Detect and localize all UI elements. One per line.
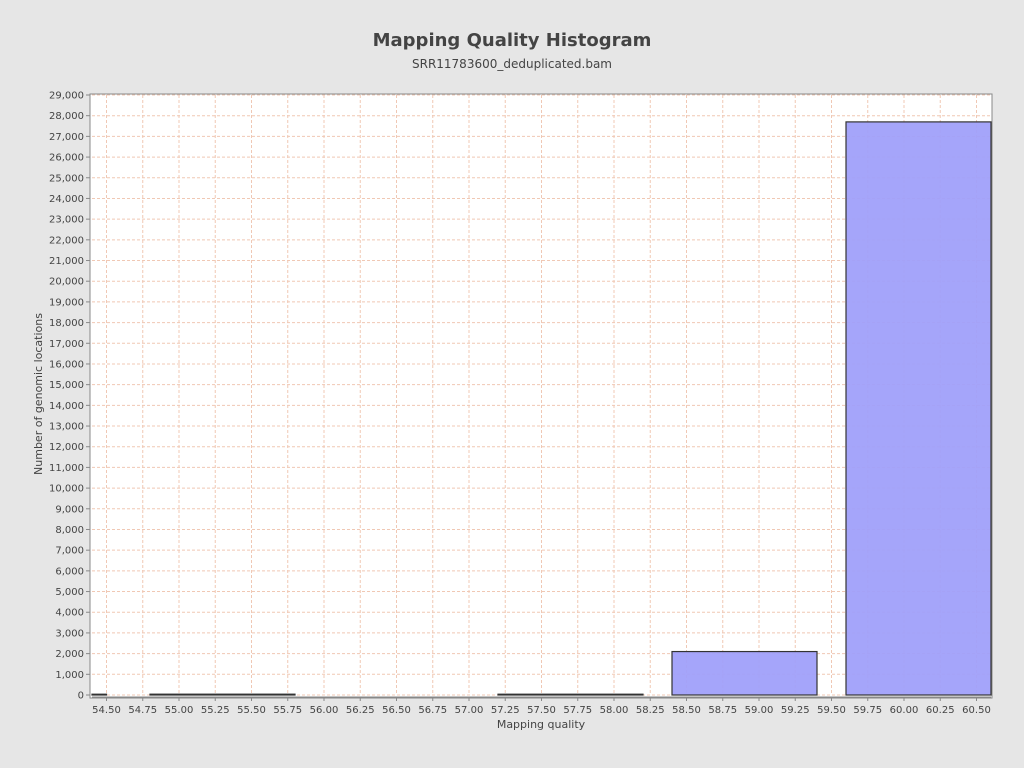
x-tick-label: 58.50 <box>672 705 701 716</box>
x-tick-label: 60.50 <box>962 705 991 716</box>
histogram-bar <box>91 693 108 696</box>
y-tick-label: 2,000 <box>55 649 84 660</box>
x-tick-label: 54.50 <box>92 705 121 716</box>
y-tick-label: 9,000 <box>55 504 84 515</box>
y-tick-label: 14,000 <box>49 401 84 412</box>
x-tick-label: 59.50 <box>817 705 846 716</box>
y-tick-label: 13,000 <box>49 422 84 433</box>
y-tick-label: 3,000 <box>55 628 84 639</box>
y-tick-label: 17,000 <box>49 339 84 350</box>
x-tick-label: 58.00 <box>600 705 629 716</box>
y-tick-label: 0 <box>78 691 84 702</box>
x-tick-label: 57.50 <box>527 705 556 716</box>
x-tick-label: 56.00 <box>310 705 339 716</box>
y-tick-label: 8,000 <box>55 525 84 536</box>
y-tick-label: 25,000 <box>49 173 84 184</box>
y-tick-label: 10,000 <box>49 484 84 495</box>
y-axis-label: Number of genomic locations <box>32 313 45 475</box>
y-tick-label: 20,000 <box>49 277 84 288</box>
x-tick-label: 59.75 <box>853 705 882 716</box>
chart-title: Mapping Quality Histogram <box>372 30 652 51</box>
x-tick-label: 55.75 <box>273 705 302 716</box>
y-tick-label: 19,000 <box>49 297 84 308</box>
y-tick-label: 28,000 <box>49 111 84 122</box>
x-tick-label: 58.75 <box>708 705 737 716</box>
x-tick-label: 54.75 <box>128 705 157 716</box>
y-tick-label: 24,000 <box>49 194 84 205</box>
y-tick-label: 4,000 <box>55 608 84 619</box>
x-tick-label: 56.50 <box>382 705 411 716</box>
x-tick-label: 60.00 <box>890 705 919 716</box>
x-tick-label: 56.75 <box>418 705 447 716</box>
histogram-bar <box>845 121 992 696</box>
x-tick-label: 55.25 <box>201 705 230 716</box>
y-tick-label: 6,000 <box>55 566 84 577</box>
x-tick-label: 57.75 <box>563 705 592 716</box>
bar-group <box>91 121 992 696</box>
y-tick-label: 7,000 <box>55 546 84 557</box>
x-tick-label: 58.25 <box>636 705 665 716</box>
y-tick-label: 12,000 <box>49 442 84 453</box>
y-tick-label: 26,000 <box>49 153 84 164</box>
y-tick-label: 23,000 <box>49 215 84 226</box>
x-tick-label: 60.25 <box>926 705 955 716</box>
y-tick-label: 27,000 <box>49 132 84 143</box>
x-tick-label: 57.00 <box>455 705 484 716</box>
x-tick-label: 56.25 <box>346 705 375 716</box>
chart-subtitle: SRR11783600_deduplicated.bam <box>411 57 612 71</box>
y-tick-label: 22,000 <box>49 235 84 246</box>
histogram-bar <box>149 693 296 696</box>
histogram-bar <box>497 693 644 696</box>
axes: 54.50 54.75 55.00 55.25 55.50 55.75 56.00 56.25… <box>49 91 991 716</box>
y-tick-label: 18,000 <box>49 318 84 329</box>
y-tick-label: 29,000 <box>49 91 84 102</box>
y-tick-label: 15,000 <box>49 380 84 391</box>
x-tick-label: 59.25 <box>781 705 810 716</box>
x-tick-label: 59.00 <box>745 705 774 716</box>
y-tick-label: 16,000 <box>49 359 84 370</box>
x-tick-label: 55.00 <box>165 705 194 716</box>
y-tick-label: 21,000 <box>49 256 84 267</box>
x-tick-label: 57.25 <box>491 705 520 716</box>
x-axis-label: Mapping quality <box>497 718 586 731</box>
y-tick-label: 1,000 <box>55 670 84 681</box>
y-tick-label: 11,000 <box>49 463 84 474</box>
y-tick-label: 5,000 <box>55 587 84 598</box>
x-tick-label: 55.50 <box>237 705 266 716</box>
histogram-bar <box>671 650 818 696</box>
